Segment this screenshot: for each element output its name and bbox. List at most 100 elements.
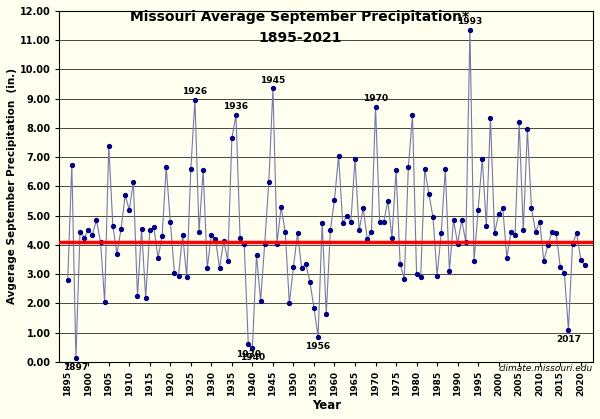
Point xyxy=(301,261,311,267)
Point xyxy=(346,218,356,225)
Point xyxy=(309,305,319,311)
Point xyxy=(145,227,155,234)
Point xyxy=(440,166,450,172)
Text: Missouri Average September Precipitation*: Missouri Average September Precipitation… xyxy=(130,10,470,24)
Point xyxy=(326,227,335,234)
Point xyxy=(428,214,438,220)
Point xyxy=(170,269,179,276)
Point xyxy=(432,272,442,279)
Point xyxy=(71,355,81,362)
Point xyxy=(556,264,565,270)
Point xyxy=(244,341,253,348)
Point xyxy=(231,111,241,118)
Point xyxy=(400,275,409,282)
Point xyxy=(362,236,372,243)
Point xyxy=(239,240,249,247)
Point xyxy=(531,228,541,235)
Point xyxy=(367,228,376,235)
Point xyxy=(317,220,327,226)
Text: 1897: 1897 xyxy=(63,363,89,372)
Point xyxy=(211,236,220,243)
Point xyxy=(264,179,274,186)
Text: 1956: 1956 xyxy=(305,342,331,351)
X-axis label: Year: Year xyxy=(312,399,341,412)
Point xyxy=(543,242,553,248)
Text: 2017: 2017 xyxy=(556,335,581,344)
Point xyxy=(387,234,397,241)
Point xyxy=(490,230,499,237)
Text: climate.missouri.edu: climate.missouri.edu xyxy=(499,364,593,373)
Point xyxy=(498,205,508,212)
Point xyxy=(485,114,495,121)
Point xyxy=(453,240,463,247)
Point xyxy=(186,166,196,172)
Point xyxy=(96,239,106,246)
Point xyxy=(465,27,475,34)
Point xyxy=(277,204,286,210)
Point xyxy=(174,272,184,279)
Point xyxy=(407,111,417,118)
Point xyxy=(260,240,269,247)
Point xyxy=(116,225,126,232)
Point xyxy=(124,207,134,213)
Point xyxy=(219,237,229,244)
Point xyxy=(527,205,536,212)
Point xyxy=(297,265,307,272)
Point xyxy=(329,196,339,203)
Point xyxy=(289,264,298,270)
Point xyxy=(199,167,208,174)
Point xyxy=(457,217,467,223)
Point xyxy=(518,227,528,234)
Point xyxy=(371,103,380,110)
Point xyxy=(248,344,257,351)
Point xyxy=(375,218,385,225)
Point xyxy=(194,228,204,235)
Point xyxy=(473,207,483,213)
Point xyxy=(79,234,89,241)
Point xyxy=(161,164,171,171)
Point xyxy=(322,310,331,317)
Point xyxy=(149,224,158,231)
Point xyxy=(478,155,487,162)
Point xyxy=(350,155,360,162)
Point xyxy=(383,198,392,204)
Point xyxy=(395,261,405,267)
Text: 1936: 1936 xyxy=(223,102,248,111)
Point xyxy=(137,225,146,232)
Point xyxy=(420,166,430,172)
Point xyxy=(523,126,532,133)
Point xyxy=(128,179,138,186)
Point xyxy=(436,230,446,237)
Text: 1993: 1993 xyxy=(457,18,482,26)
Point xyxy=(305,278,314,285)
Text: 1940: 1940 xyxy=(240,353,265,362)
Point xyxy=(88,231,97,238)
Point xyxy=(572,230,581,237)
Point xyxy=(342,212,352,219)
Point xyxy=(412,271,421,278)
Point xyxy=(445,268,454,275)
Point xyxy=(391,167,401,174)
Point xyxy=(215,265,224,272)
Point xyxy=(284,300,294,307)
Point xyxy=(190,96,200,103)
Text: 1939: 1939 xyxy=(236,350,261,359)
Point xyxy=(404,164,413,171)
Point xyxy=(121,192,130,199)
Point xyxy=(141,294,151,301)
Point xyxy=(112,251,122,257)
Point xyxy=(157,233,167,240)
Point xyxy=(482,222,491,229)
Point xyxy=(206,231,216,238)
Point xyxy=(560,269,569,276)
Point xyxy=(424,190,434,197)
Point xyxy=(580,262,590,269)
Point xyxy=(280,228,290,235)
Point xyxy=(75,228,85,235)
Point xyxy=(108,222,118,229)
Point xyxy=(133,293,142,300)
Point xyxy=(235,234,245,241)
Point xyxy=(510,231,520,238)
Point xyxy=(502,255,512,261)
Point xyxy=(104,142,113,149)
